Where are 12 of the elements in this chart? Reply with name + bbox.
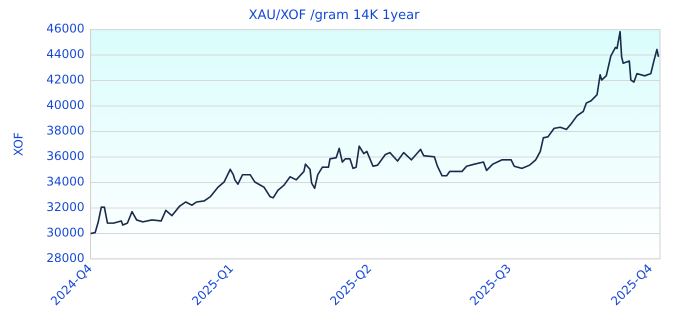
y-tick-label: 28000 [46,250,85,265]
y-tick-label: 46000 [46,22,85,36]
y-tick-label: 40000 [46,98,85,112]
chart-title: XAU/XOF /gram 14K 1year [248,8,420,24]
y-tick-label: 30000 [46,225,85,240]
y-tick-label: 44000 [46,47,85,62]
y-tick-label: 36000 [46,149,85,164]
y-tick-label: 42000 [46,72,85,87]
y-tick-label: 32000 [46,200,85,214]
y-tick-label: 34000 [46,174,85,189]
y-axis-title: XOF [11,132,26,156]
y-tick-label: 38000 [46,124,85,138]
